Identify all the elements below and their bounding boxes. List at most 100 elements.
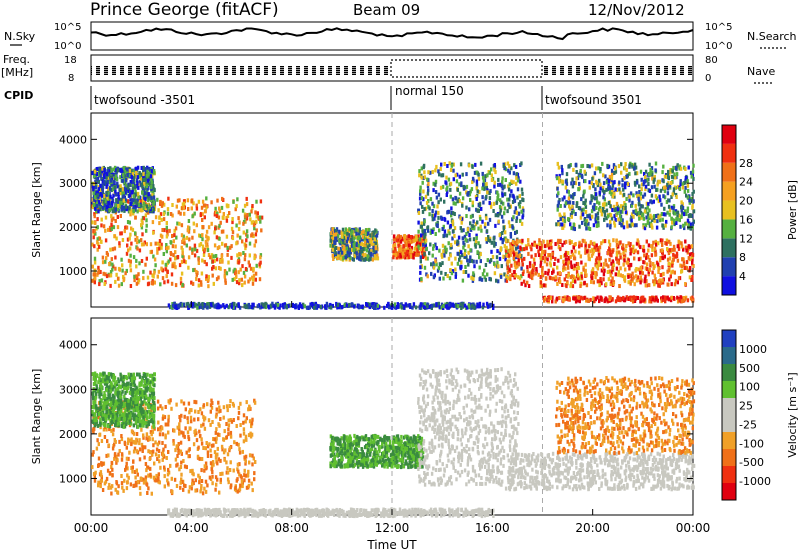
power-echo-cell	[618, 250, 621, 255]
power-echo-cell	[403, 248, 406, 253]
power-echo-cell	[166, 269, 169, 274]
power-echo-cell	[513, 270, 516, 274]
power-echo-cell	[423, 265, 427, 270]
power-echo-cell	[140, 166, 143, 170]
power-echo-cell	[449, 168, 453, 172]
power-echo-cell	[147, 192, 150, 197]
power-echo-cell	[360, 242, 364, 247]
power-echo-cell	[351, 229, 354, 234]
power-echo-cell	[452, 177, 455, 182]
power-echo-cell	[515, 229, 518, 234]
power-echo-region	[329, 227, 380, 262]
power-echo-cell	[401, 251, 404, 256]
power-echo-cell	[511, 225, 514, 230]
power-echo-cell	[427, 188, 430, 193]
power-echo-cell	[432, 246, 435, 251]
power-echo-cell	[358, 227, 361, 232]
power-echo-cell	[686, 209, 689, 214]
power-echo-cell	[679, 166, 683, 171]
power-echo-cell	[465, 205, 468, 210]
power-echo-cell	[617, 258, 620, 263]
power-echo-cell	[670, 174, 674, 179]
power-echo-cell	[612, 163, 616, 168]
power-echo-cell	[99, 173, 102, 178]
power-echo-cell	[684, 239, 687, 244]
power-echo-cell	[686, 183, 690, 188]
power-echo-cell	[346, 228, 349, 233]
power-echo-cell	[478, 190, 481, 194]
power-echo-cell	[358, 239, 362, 244]
power-echo-cell	[188, 304, 191, 308]
power-echo-cell	[599, 167, 602, 171]
power-echo-cell	[158, 243, 162, 248]
power-echo-cell	[692, 209, 696, 214]
power-echo-cell	[437, 192, 441, 197]
power-echo-cell	[364, 252, 367, 257]
velocity-echo-cell	[210, 398, 213, 403]
power-echo-cell	[570, 281, 573, 286]
power-echo-cell	[471, 224, 474, 229]
power-echo-cell	[563, 195, 566, 200]
power-echo-cell	[593, 241, 596, 246]
power-echo-cell	[168, 228, 171, 233]
power-echo-cell	[348, 247, 351, 252]
power-echo-cell	[472, 219, 475, 224]
power-echo-cell	[551, 295, 554, 300]
power-echo-cell	[211, 301, 214, 306]
power-echo-cell	[619, 217, 623, 222]
power-echo-cell	[119, 231, 122, 236]
power-echo-cell	[678, 164, 682, 169]
power-echo-cell	[129, 197, 132, 202]
power-echo-cell	[634, 248, 637, 253]
power-echo-cell	[532, 265, 535, 270]
power-echo-cell	[429, 242, 432, 247]
power-echo-cell	[420, 196, 424, 201]
power-echo-cell	[555, 222, 558, 227]
power-echo-cell	[325, 301, 329, 306]
power-echo-cell	[194, 247, 197, 252]
power-echo-cell	[462, 228, 465, 233]
power-echo-cell	[140, 199, 143, 204]
power-echo-cell	[648, 258, 651, 262]
velocity-echo-cell	[199, 434, 202, 438]
power-echo-cell	[569, 206, 572, 211]
power-echo-cell	[644, 223, 648, 228]
power-echo-cell	[227, 260, 230, 265]
power-echo-cell	[355, 251, 358, 256]
power-echo-cell	[92, 191, 95, 196]
power-echo-cell	[257, 215, 260, 220]
power-echo-cell	[330, 236, 334, 241]
velocity-echo-cell	[194, 409, 197, 414]
power-echo-cell	[97, 200, 101, 205]
power-echo-cell	[107, 227, 110, 232]
power-echo-cell	[336, 305, 339, 310]
power-echo-cell	[125, 268, 128, 273]
power-echo-cell	[272, 303, 275, 308]
power-echo-cell	[450, 210, 453, 215]
power-echo-cell	[516, 178, 520, 183]
power-echo-cell	[174, 304, 178, 309]
power-echo-cell	[517, 202, 521, 207]
power-echo-cell	[636, 180, 639, 185]
power-echo-cell	[682, 212, 686, 217]
power-echo-cell	[493, 271, 497, 276]
power-echo-cell	[669, 241, 672, 246]
power-echo-cell	[559, 222, 562, 227]
power-ytick-label: 2000	[59, 221, 87, 234]
power-echo-cell	[129, 212, 132, 217]
power-echo-cell	[632, 244, 635, 249]
power-echo-cell	[480, 277, 484, 282]
power-echo-cell	[676, 184, 680, 189]
power-echo-cell	[615, 188, 619, 192]
power-echo-cell	[438, 248, 441, 253]
power-echo-cell	[658, 218, 662, 223]
power-echo-cell	[207, 253, 211, 257]
power-echo-cell	[193, 211, 196, 216]
power-echo-cell	[205, 196, 208, 201]
power-echo-cell	[549, 242, 553, 246]
power-echo-cell	[569, 163, 572, 167]
power-echo-cell	[197, 304, 200, 309]
velocity-echo-cell	[167, 450, 170, 454]
power-echo-cell	[603, 217, 606, 222]
power-echo-cell	[650, 253, 654, 258]
